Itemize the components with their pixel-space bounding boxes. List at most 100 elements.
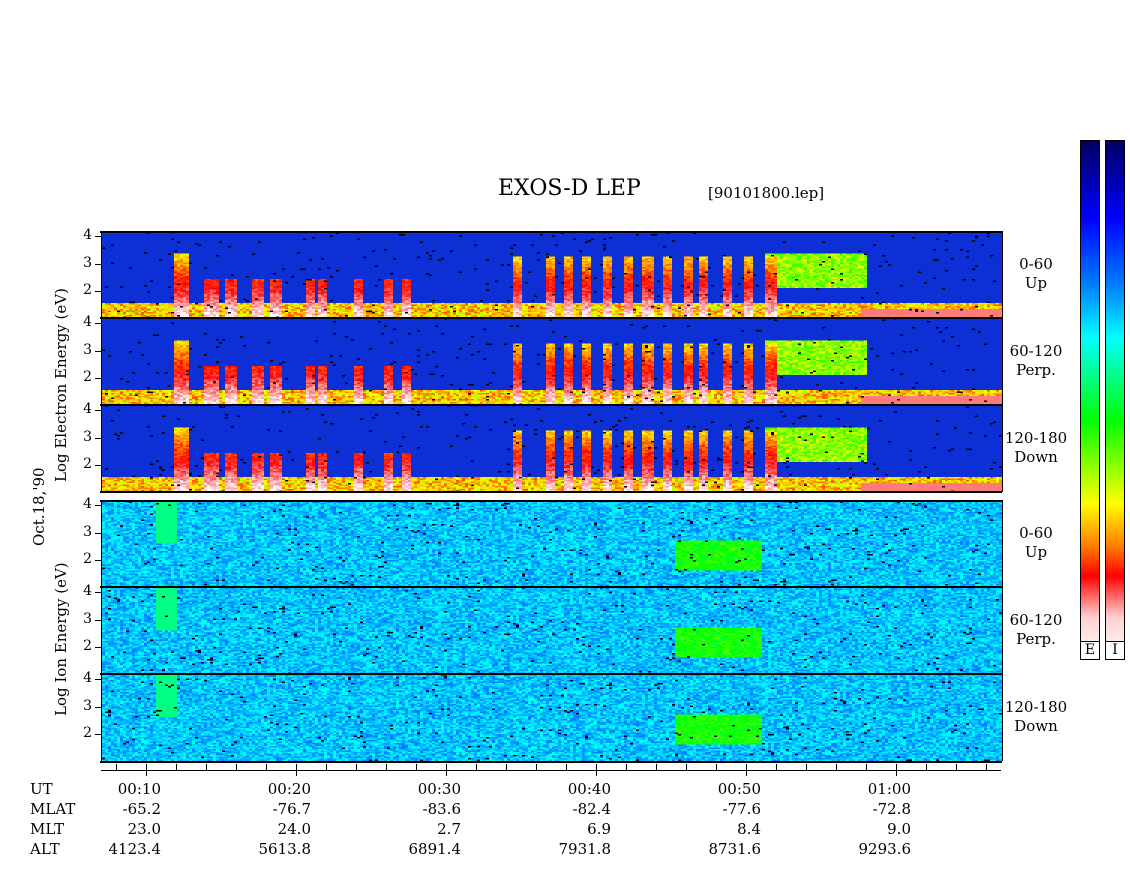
pitch-direction: Down bbox=[1014, 448, 1058, 466]
minor-tick bbox=[926, 764, 927, 770]
minor-tick bbox=[206, 764, 207, 770]
minor-tick bbox=[386, 764, 387, 770]
y-tick bbox=[95, 377, 101, 379]
minor-tick bbox=[266, 764, 267, 770]
minor-tick bbox=[626, 764, 627, 770]
major-tick bbox=[296, 764, 297, 776]
y-tick bbox=[95, 619, 101, 621]
y-tick bbox=[95, 646, 101, 648]
minor-tick bbox=[956, 764, 957, 770]
pitch-direction: Perp. bbox=[1016, 630, 1056, 648]
ephemeris-alt: 9293.6 bbox=[858, 840, 912, 858]
electron-axis-label: Log Electron Energy (eV) bbox=[52, 288, 70, 482]
pitch-angle-range: 60-120 bbox=[1009, 611, 1063, 629]
panel-border bbox=[100, 500, 1002, 502]
minor-tick bbox=[176, 764, 177, 770]
ephemeris-mlt: 8.4 bbox=[737, 820, 761, 838]
major-tick bbox=[746, 764, 747, 776]
y-tick-label: 3 bbox=[83, 254, 92, 271]
major-tick bbox=[446, 764, 447, 776]
ephemeris-row-label: MLT bbox=[30, 820, 65, 838]
y-tick bbox=[95, 410, 101, 412]
panel-label-electron-1: 0-60 Up bbox=[1004, 255, 1068, 293]
panel-border bbox=[100, 231, 1002, 233]
spectrogram-image bbox=[102, 405, 1002, 492]
major-tick bbox=[596, 764, 597, 776]
y-tick-label: 3 bbox=[83, 341, 92, 358]
pitch-direction: Perp. bbox=[1016, 361, 1056, 379]
panel-label-ion-2: 60-120 Perp. bbox=[1004, 611, 1068, 649]
minor-tick bbox=[686, 764, 687, 770]
spectrogram-image bbox=[102, 587, 1002, 674]
ephemeris-ut: 00:20 bbox=[267, 780, 311, 798]
y-tick bbox=[95, 236, 101, 238]
minor-tick bbox=[656, 764, 657, 770]
y-tick bbox=[95, 592, 101, 594]
y-tick-label: 2 bbox=[83, 637, 92, 654]
minor-tick bbox=[356, 764, 357, 770]
y-tick-label: 4 bbox=[83, 496, 92, 513]
y-tick-label: 4 bbox=[83, 314, 92, 331]
y-tick-label: 2 bbox=[83, 368, 92, 385]
panel-label-electron-2: 60-120 Perp. bbox=[1004, 342, 1068, 380]
spectrogram-panel-ion-2 bbox=[101, 587, 1003, 674]
minor-tick bbox=[986, 764, 987, 770]
minor-tick bbox=[836, 764, 837, 770]
ephemeris-mlat: -76.7 bbox=[272, 800, 311, 818]
major-tick bbox=[146, 764, 147, 776]
pitch-direction: Up bbox=[1024, 543, 1048, 561]
y-tick bbox=[95, 290, 101, 292]
minor-tick bbox=[866, 764, 867, 770]
panel-border bbox=[100, 317, 1002, 319]
ion-colorbar bbox=[1105, 140, 1125, 660]
pitch-direction: Up bbox=[1024, 274, 1048, 292]
ephemeris-mlat: -72.8 bbox=[872, 800, 911, 818]
ephemeris-alt: 7931.8 bbox=[558, 840, 612, 858]
y-tick-label: 2 bbox=[83, 724, 92, 741]
electron-colorbar-label: E bbox=[1080, 641, 1100, 660]
y-tick-label: 2 bbox=[83, 455, 92, 472]
ephemeris-row-label: UT bbox=[30, 780, 53, 798]
y-tick bbox=[95, 733, 101, 735]
panel-label-electron-3: 120-180 Down bbox=[1004, 429, 1068, 467]
y-tick-label: 3 bbox=[83, 523, 92, 540]
pitch-angle-range: 60-120 bbox=[1009, 342, 1063, 360]
y-tick bbox=[95, 350, 101, 352]
ephemeris-ut: 00:30 bbox=[417, 780, 461, 798]
minor-tick bbox=[806, 764, 807, 770]
y-tick-label: 4 bbox=[83, 401, 92, 418]
ephemeris-alt: 4123.4 bbox=[108, 840, 162, 858]
ephemeris-mlat: -77.6 bbox=[722, 800, 761, 818]
y-tick bbox=[95, 532, 101, 534]
ephemeris-mlt: 23.0 bbox=[127, 820, 161, 838]
minor-tick bbox=[116, 764, 117, 770]
y-tick bbox=[95, 437, 101, 439]
y-tick bbox=[95, 505, 101, 507]
pitch-angle-range: 120-180 bbox=[1004, 429, 1068, 447]
ephemeris-row-label: MLAT bbox=[30, 800, 76, 818]
ephemeris-mlt: 2.7 bbox=[437, 820, 461, 838]
y-tick-label: 2 bbox=[83, 550, 92, 567]
y-tick-label: 3 bbox=[83, 697, 92, 714]
panel-label-ion-1: 0-60 Up bbox=[1004, 524, 1068, 562]
spectrogram-image bbox=[102, 318, 1002, 405]
y-tick-label: 4 bbox=[83, 583, 92, 600]
ephemeris-ut: 00:40 bbox=[567, 780, 611, 798]
ephemeris-mlat: -83.6 bbox=[422, 800, 461, 818]
y-tick bbox=[95, 706, 101, 708]
ephemeris-mlt: 6.9 bbox=[587, 820, 611, 838]
panel-label-ion-3: 120-180 Down bbox=[1004, 698, 1068, 736]
ephemeris-mlt: 9.0 bbox=[887, 820, 911, 838]
pitch-angle-range: 0-60 bbox=[1019, 255, 1053, 273]
chart-title: EXOS-D LEP bbox=[498, 176, 641, 201]
file-label: [90101800.lep] bbox=[708, 184, 825, 202]
panel-border bbox=[100, 586, 1002, 588]
minor-tick bbox=[236, 764, 237, 770]
minor-tick bbox=[476, 764, 477, 770]
ephemeris-mlt: 24.0 bbox=[277, 820, 311, 838]
y-tick bbox=[95, 263, 101, 265]
major-tick bbox=[896, 764, 897, 776]
spectrogram-panel-electron-2 bbox=[101, 318, 1003, 405]
minor-tick bbox=[776, 764, 777, 770]
y-tick-label: 4 bbox=[83, 670, 92, 687]
